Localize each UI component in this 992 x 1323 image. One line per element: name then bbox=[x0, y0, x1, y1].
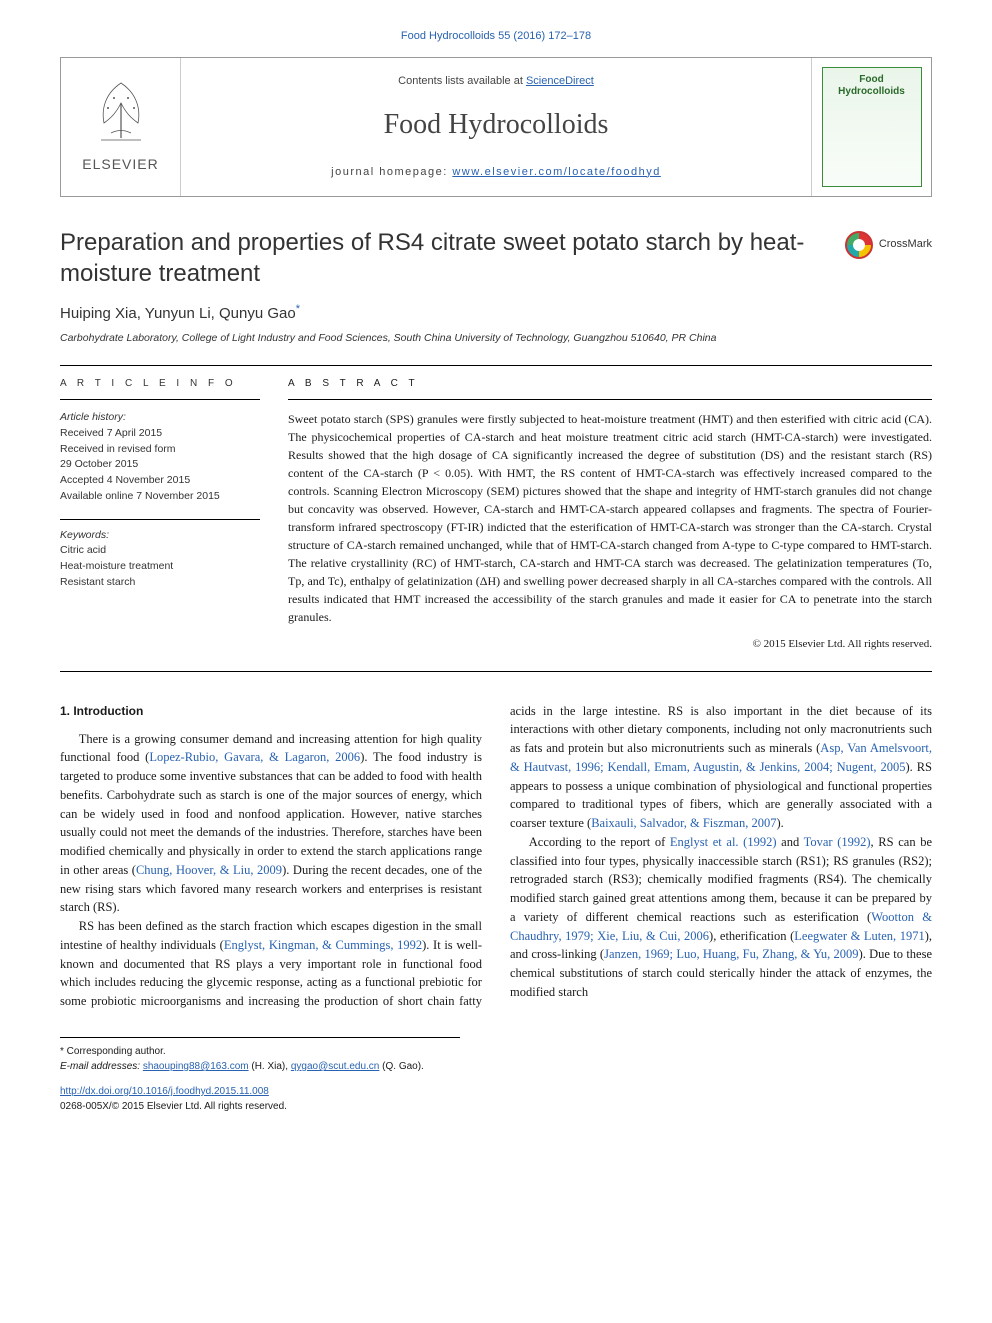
text-run: (Q. Gao). bbox=[379, 1061, 423, 1072]
corresponding-marker[interactable]: * bbox=[296, 303, 300, 315]
doi-link[interactable]: http://dx.doi.org/10.1016/j.foodhyd.2015… bbox=[60, 1086, 269, 1097]
elsevier-tree-icon bbox=[86, 78, 156, 148]
authors: Huiping Xia, Yunyun Li, Qunyu Gao* bbox=[60, 301, 932, 326]
info-abstract-row: A R T I C L E I N F O Article history: R… bbox=[60, 376, 932, 653]
article-history-block: Article history: Received 7 April 2015 R… bbox=[60, 410, 260, 505]
history-line: 29 October 2015 bbox=[60, 457, 260, 473]
citation-link[interactable]: Leegwater & Luten, 1971 bbox=[794, 929, 924, 943]
crossmark-label: CrossMark bbox=[879, 236, 932, 253]
abstract-text: Sweet potato starch (SPS) granules were … bbox=[288, 410, 932, 626]
section-heading-introduction: 1. Introduction bbox=[60, 702, 482, 720]
emails-label: E-mail addresses: bbox=[60, 1061, 143, 1072]
citation-link[interactable]: Lopez-Rubio, Gavara, & Lagaron, 2006 bbox=[149, 750, 360, 764]
publisher-name: ELSEVIER bbox=[82, 154, 158, 175]
keyword: Heat-moisture treatment bbox=[60, 559, 260, 575]
keywords-block: Keywords: Citric acid Heat-moisture trea… bbox=[60, 528, 260, 591]
article-info-heading: A R T I C L E I N F O bbox=[60, 376, 260, 400]
homepage-prefix: journal homepage: bbox=[331, 166, 452, 178]
keyword: Resistant starch bbox=[60, 575, 260, 591]
history-line: Accepted 4 November 2015 bbox=[60, 473, 260, 489]
issue-citation[interactable]: Food Hydrocolloids 55 (2016) 172–178 bbox=[60, 28, 932, 45]
contents-prefix: Contents lists available at bbox=[398, 75, 526, 87]
intro-paragraph: According to the report of Englyst et al… bbox=[510, 833, 932, 1002]
keywords-label: Keywords: bbox=[60, 528, 260, 544]
email-addresses-line: E-mail addresses: shaouping88@163.com (H… bbox=[60, 1059, 460, 1074]
citation-link[interactable]: Englyst et al. (1992) bbox=[670, 835, 777, 849]
journal-homepage-link[interactable]: www.elsevier.com/locate/foodhyd bbox=[452, 166, 661, 178]
contents-available-line: Contents lists available at ScienceDirec… bbox=[398, 73, 594, 90]
abstract-column: A B S T R A C T Sweet potato starch (SPS… bbox=[288, 376, 932, 653]
journal-cover-thumbnail: Food Hydrocolloids bbox=[822, 67, 922, 187]
citation-link[interactable]: Baixauli, Salvador, & Fiszman, 2007 bbox=[591, 816, 776, 830]
journal-name: Food Hydrocolloids bbox=[384, 104, 609, 146]
divider bbox=[60, 365, 932, 366]
history-line: Available online 7 November 2015 bbox=[60, 489, 260, 505]
text-run: (H. Xia), bbox=[249, 1061, 291, 1072]
text-run: and bbox=[777, 835, 804, 849]
article-title: Preparation and properties of RS4 citrat… bbox=[60, 227, 830, 289]
citation-link[interactable]: Englyst, Kingman, & Cummings, 1992 bbox=[224, 938, 422, 952]
journal-header: ELSEVIER Contents lists available at Sci… bbox=[60, 57, 932, 197]
cover-thumbnail-block: Food Hydrocolloids bbox=[811, 58, 931, 196]
intro-paragraph: There is a growing consumer demand and i… bbox=[60, 730, 482, 918]
divider bbox=[60, 671, 932, 672]
article-body: 1. Introduction There is a growing consu… bbox=[60, 702, 932, 1011]
author-email-link[interactable]: shaouping88@163.com bbox=[143, 1061, 249, 1072]
footnotes: * Corresponding author. E-mail addresses… bbox=[60, 1037, 460, 1074]
article-head: Preparation and properties of RS4 citrat… bbox=[60, 227, 932, 289]
header-center: Contents lists available at ScienceDirec… bbox=[181, 58, 811, 196]
sciencedirect-link[interactable]: ScienceDirect bbox=[526, 75, 594, 87]
crossmark-widget[interactable]: CrossMark bbox=[845, 231, 932, 259]
citation-link[interactable]: Janzen, 1969; Luo, Huang, Fu, Zhang, & Y… bbox=[604, 947, 858, 961]
issn-copyright: 0268-005X/© 2015 Elsevier Ltd. All right… bbox=[60, 1099, 932, 1114]
text-run: According to the report of bbox=[529, 835, 670, 849]
article-info-column: A R T I C L E I N F O Article history: R… bbox=[60, 376, 260, 653]
history-line: Received 7 April 2015 bbox=[60, 426, 260, 442]
history-label: Article history: bbox=[60, 410, 260, 426]
cover-title: Food Hydrocolloids bbox=[827, 74, 917, 98]
keyword: Citric acid bbox=[60, 543, 260, 559]
corresponding-author-note: * Corresponding author. bbox=[60, 1044, 460, 1059]
author-email-link[interactable]: qygao@scut.edu.cn bbox=[291, 1061, 380, 1072]
doi-block: http://dx.doi.org/10.1016/j.foodhyd.2015… bbox=[60, 1084, 932, 1114]
abstract-copyright: © 2015 Elsevier Ltd. All rights reserved… bbox=[288, 636, 932, 653]
citation-link[interactable]: Tovar (1992) bbox=[804, 835, 871, 849]
history-line: Received in revised form bbox=[60, 442, 260, 458]
publisher-logo-block: ELSEVIER bbox=[61, 58, 181, 196]
crossmark-icon bbox=[845, 231, 873, 259]
affiliation: Carbohydrate Laboratory, College of Ligh… bbox=[60, 331, 932, 347]
text-run: ). bbox=[776, 816, 783, 830]
abstract-heading: A B S T R A C T bbox=[288, 376, 932, 400]
authors-list: Huiping Xia, Yunyun Li, Qunyu Gao bbox=[60, 305, 296, 322]
divider bbox=[60, 519, 260, 520]
text-run: ), etherification ( bbox=[709, 929, 794, 943]
journal-homepage-line: journal homepage: www.elsevier.com/locat… bbox=[331, 164, 661, 181]
text-run: ). The food industry is targeted to prod… bbox=[60, 750, 482, 877]
citation-link[interactable]: Chung, Hoover, & Liu, 2009 bbox=[136, 863, 282, 877]
